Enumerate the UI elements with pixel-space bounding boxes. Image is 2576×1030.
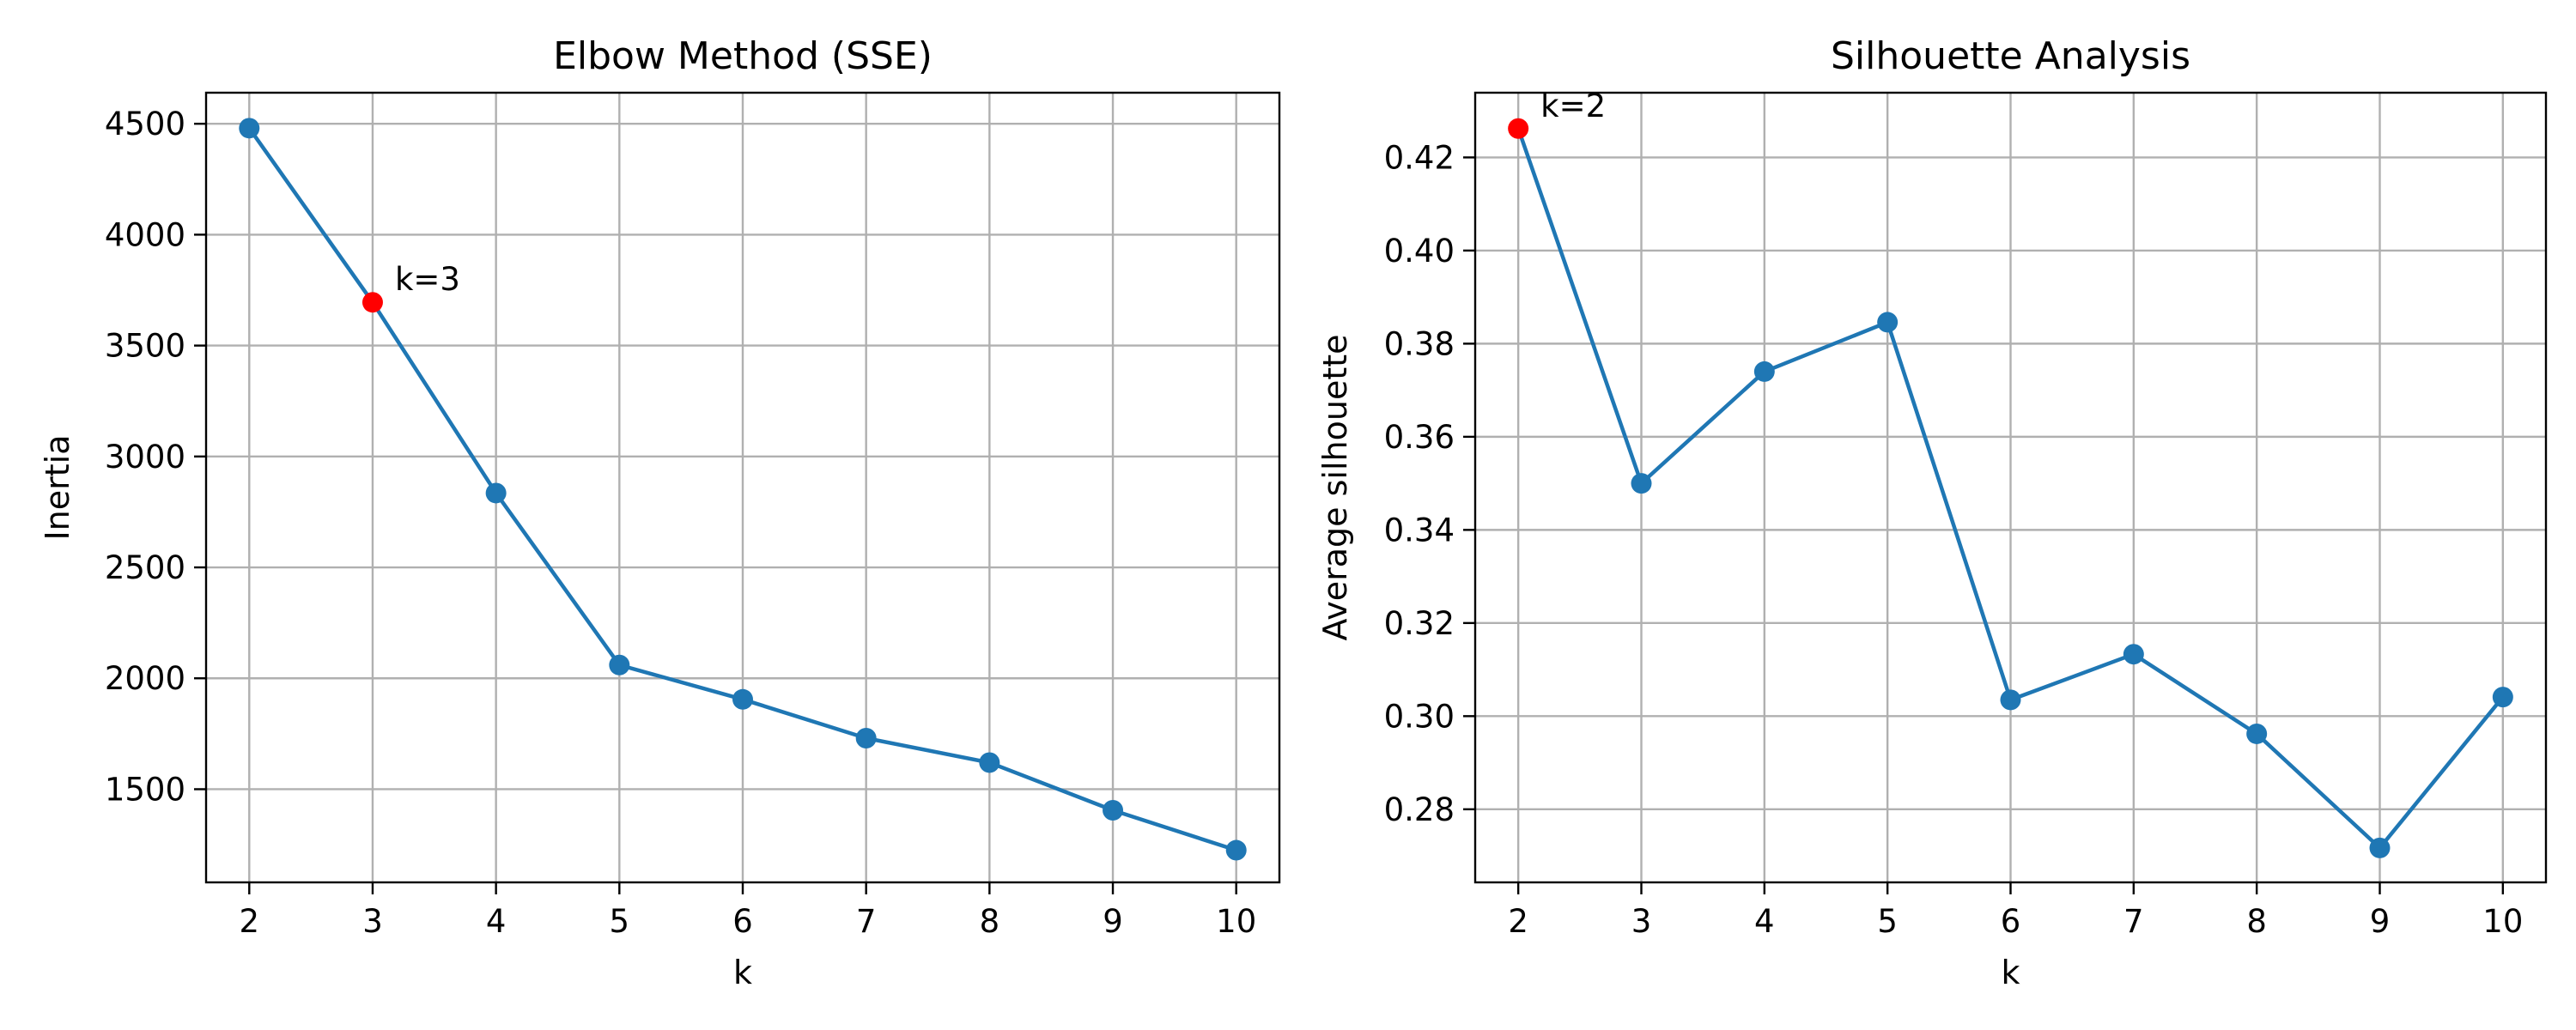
- silhouette-data-point: [2000, 689, 2021, 711]
- silhouette-x-tick-label: 6: [2001, 903, 2021, 940]
- silhouette-data-point: [2369, 837, 2391, 858]
- elbow-y-axis-label: Inertia: [39, 434, 76, 540]
- silhouette-x-tick-label: 2: [1508, 903, 1528, 940]
- silhouette-data-point: [1877, 312, 1899, 333]
- silhouette-data-point: [2246, 723, 2268, 744]
- silhouette-data-point: [1631, 473, 1652, 494]
- elbow-y-tick-label: 4500: [105, 106, 185, 142]
- silhouette-y-tick-label: 0.42: [1384, 139, 1455, 176]
- elbow-y-tick-label: 2000: [105, 660, 185, 697]
- silhouette-data-point: [2492, 687, 2513, 708]
- elbow-x-tick-label: 2: [240, 903, 260, 940]
- elbow-highlight-label: k=3: [395, 261, 460, 298]
- silhouette-x-tick-label: 4: [1754, 903, 1775, 940]
- elbow-title: Elbow Method (SSE): [553, 34, 933, 78]
- elbow-data-point: [979, 752, 1000, 773]
- silhouette-x-tick-label: 9: [2370, 903, 2391, 940]
- silhouette-title: Silhouette Analysis: [1831, 34, 2190, 78]
- elbow-x-tick-label: 3: [362, 903, 383, 940]
- elbow-x-tick-label: 10: [1216, 903, 1256, 940]
- silhouette-data-point: [2123, 644, 2144, 665]
- elbow-y-tick-label: 2500: [105, 549, 185, 586]
- elbow-y-tick-label: 4000: [105, 216, 185, 253]
- elbow-x-tick-label: 7: [856, 903, 877, 940]
- silhouette-x-axis-label: k: [2001, 954, 2020, 991]
- elbow-x-axis-label: k: [733, 954, 752, 991]
- elbow-y-tick-label: 3000: [105, 439, 185, 476]
- silhouette-x-tick-label: 7: [2123, 903, 2144, 940]
- silhouette-y-tick-label: 0.34: [1384, 512, 1455, 548]
- elbow-y-tick-label: 1500: [105, 771, 185, 808]
- elbow-x-tick-label: 4: [486, 903, 507, 940]
- elbow-chart: k=3 2 3 4 5 6 7 8 9 10 1500 2000 2500 3000 3500 4000 450…: [39, 34, 1281, 991]
- silhouette-x-tick-label: 5: [1877, 903, 1898, 940]
- elbow-data-point: [1103, 800, 1124, 821]
- elbow-y-tick-label: 3500: [105, 328, 185, 365]
- silhouette-x-tick-label: 8: [2246, 903, 2267, 940]
- silhouette-y-tick-label: 0.32: [1384, 605, 1455, 642]
- elbow-data-point: [485, 482, 507, 504]
- silhouette-y-tick-label: 0.28: [1384, 791, 1455, 828]
- silhouette-x-tick-label: 10: [2482, 903, 2523, 940]
- silhouette-y-tick-label: 0.36: [1384, 419, 1455, 456]
- elbow-data-point: [239, 118, 260, 139]
- silhouette-highlight-point: [1508, 118, 1529, 139]
- elbow-x-tick-label: 8: [980, 903, 1000, 940]
- silhouette-data-point: [1753, 360, 1775, 382]
- elbow-data-point: [1225, 839, 1247, 861]
- silhouette-x-tick-label: 3: [1631, 903, 1652, 940]
- elbow-x-tick-label: 6: [732, 903, 753, 940]
- elbow-x-tick-label: 9: [1103, 903, 1123, 940]
- elbow-highlight-point: [361, 292, 383, 313]
- silhouette-y-tick-label: 0.30: [1384, 698, 1455, 735]
- elbow-data-point: [732, 688, 753, 710]
- elbow-data-point: [609, 654, 630, 676]
- silhouette-y-axis-label: Average silhouette: [1316, 334, 1354, 640]
- silhouette-y-tick-label: 0.40: [1384, 233, 1455, 270]
- silhouette-chart: k=22 3 4 5 6 7 8 9 100.280.300.320.340.360.380.4…: [1316, 34, 2548, 991]
- elbow-data-point: [855, 728, 877, 749]
- silhouette-y-tick-label: 0.38: [1384, 325, 1455, 362]
- elbow-x-tick-label: 5: [610, 903, 630, 940]
